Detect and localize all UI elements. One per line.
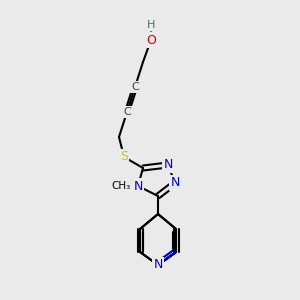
Text: CH₃: CH₃ (111, 181, 130, 191)
Text: C: C (123, 107, 131, 117)
Text: C: C (131, 82, 139, 92)
Text: N: N (163, 158, 173, 172)
Text: N: N (170, 176, 180, 190)
Text: N: N (133, 179, 143, 193)
Text: O: O (146, 34, 156, 46)
Text: S: S (120, 151, 128, 164)
Text: H: H (147, 20, 155, 30)
Text: N: N (153, 259, 163, 272)
